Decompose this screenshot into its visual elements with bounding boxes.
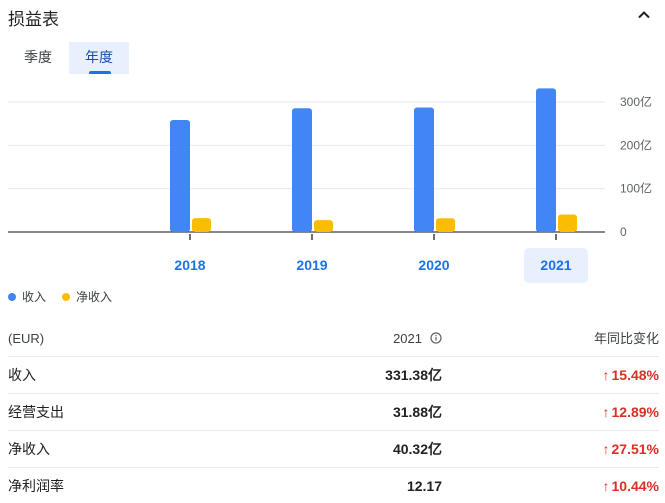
chevron-up-icon[interactable] (633, 4, 655, 26)
table-row: 净收入 40.32亿 ↑ 27.51% (8, 431, 659, 468)
table-header-row: (EUR) 2021 年同比变化 (8, 320, 659, 357)
arrow-up-icon: ↑ (602, 404, 610, 420)
y-tick-label: 300亿 (620, 94, 652, 109)
legend-label-revenue: 收入 (22, 290, 47, 304)
section-header: 损益表 (0, 0, 665, 32)
bar-revenue (170, 120, 190, 232)
row-change: ↑ 10.44% (603, 468, 659, 503)
y-tick-label: 0 (620, 225, 627, 239)
currency-label: (EUR) (8, 331, 45, 346)
x-category-label[interactable]: 2020 (418, 257, 449, 273)
row-label: 净利润率 (8, 478, 64, 494)
row-label: 收入 (8, 367, 36, 383)
table-row: 收入 331.38亿 ↑ 15.48% (8, 357, 659, 394)
x-category-label[interactable]: 2019 (296, 257, 327, 273)
bar-revenue (536, 88, 556, 232)
info-icon[interactable] (430, 321, 442, 358)
row-change: ↑ 15.48% (603, 357, 659, 394)
yoy-column-header: 年同比变化 (593, 331, 659, 346)
legend-dot-revenue (8, 293, 16, 301)
bar-revenue (292, 108, 312, 232)
table-row: 净利润率 12.17 ↑ 10.44% (8, 468, 659, 503)
tab-selected-indicator (89, 71, 111, 74)
table-row: 经营支出 31.88亿 ↑ 12.89% (8, 394, 659, 431)
income-bar-chart: 0 100亿 200亿 300亿 2018 2019 2020 2021 (8, 88, 652, 283)
arrow-up-icon: ↑ (602, 367, 610, 383)
row-change: ↑ 12.89% (603, 394, 659, 431)
row-change-value: 12.89% (611, 404, 659, 420)
selected-year-highlight (524, 248, 588, 283)
bar-net-income (192, 218, 211, 232)
bar-net-income (558, 214, 577, 232)
row-change-value: 15.48% (611, 367, 659, 383)
tab-annual[interactable]: 年度 (69, 42, 129, 74)
bar-net-income (436, 218, 455, 232)
year-column-header: 2021 (393, 320, 442, 358)
row-label: 经营支出 (8, 404, 64, 420)
y-tick-label: 200亿 (620, 137, 652, 152)
legend-label-net-income: 净收入 (76, 290, 113, 304)
row-value: 331.38亿 (385, 367, 442, 383)
x-category-label[interactable]: 2021 (540, 257, 571, 273)
row-change-value: 10.44% (611, 478, 659, 494)
legend-dot-net-income (62, 293, 70, 301)
row-value: 12.17 (406, 478, 442, 494)
year-header-label: 2021 (393, 331, 422, 346)
arrow-up-icon: ↑ (602, 441, 610, 457)
tab-quarterly[interactable]: 季度 (24, 49, 52, 65)
row-value: 40.32亿 (392, 441, 442, 457)
row-change: ↑ 27.51% (603, 431, 659, 468)
row-value: 31.88亿 (392, 404, 442, 420)
x-category-label[interactable]: 2018 (174, 257, 205, 273)
bar-revenue (414, 107, 434, 232)
tab-annual-label: 年度 (85, 49, 113, 65)
row-change-value: 27.51% (611, 441, 659, 457)
bar-net-income (314, 220, 333, 232)
y-tick-label: 100亿 (620, 181, 652, 196)
arrow-up-icon: ↑ (602, 478, 610, 494)
section-title: 损益表 (8, 10, 59, 29)
row-label: 净收入 (8, 441, 50, 457)
